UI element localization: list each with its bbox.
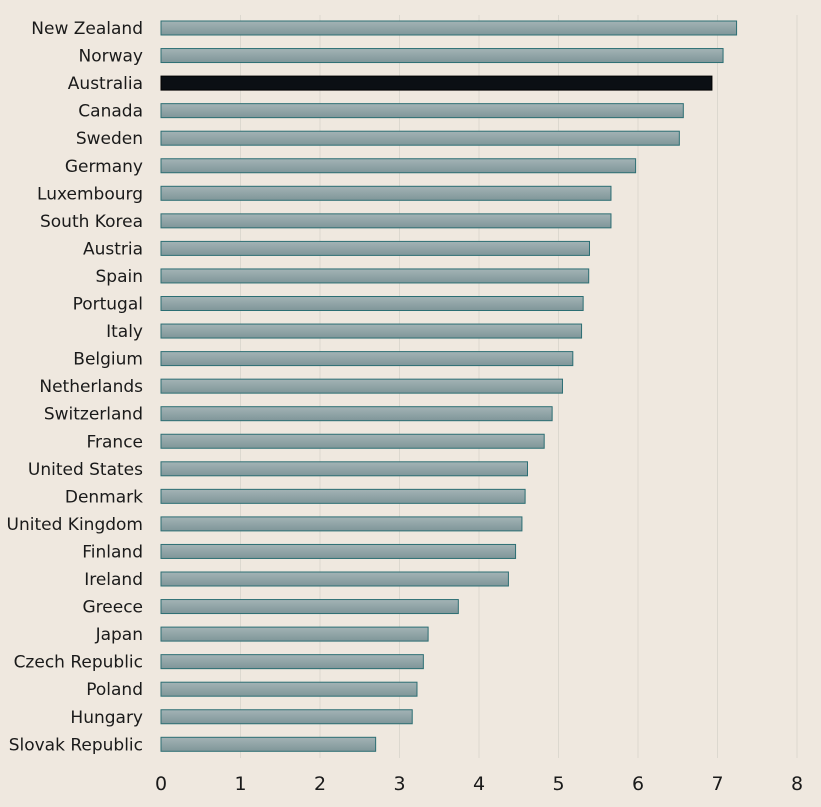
- category-label-ireland: Ireland: [84, 570, 143, 590]
- bar-belgium: [160, 351, 574, 367]
- bar-denmark: [160, 488, 526, 504]
- category-label-japan: Japan: [95, 625, 143, 645]
- bar-portugal: [160, 296, 584, 311]
- category-label-france: France: [86, 432, 143, 452]
- category-label-sweden: Sweden: [76, 129, 143, 149]
- category-label-portugal: Portugal: [73, 295, 143, 315]
- category-label-belgium: Belgium: [73, 350, 143, 370]
- category-labels: New Zealand Norway Australia Canada Sweden Ge…: [7, 19, 144, 755]
- category-label-slovak-republic: Slovak Republic: [9, 735, 143, 755]
- category-label-italy: Italy: [106, 322, 143, 342]
- category-label-hungary: Hungary: [70, 708, 143, 728]
- bars: [160, 20, 738, 752]
- bar-norway: [160, 48, 724, 64]
- x-axis-tick-labels: 0 1 2 3 4 5 6 7 8: [155, 773, 803, 795]
- category-label-poland: Poland: [86, 680, 143, 700]
- category-label-australia: Australia: [68, 74, 143, 94]
- category-label-greece: Greece: [82, 598, 143, 618]
- category-label-switzerland: Switzerland: [44, 405, 143, 425]
- x-tick-label-4: 4: [473, 773, 485, 795]
- bar-slovak-republic: [160, 736, 377, 752]
- bar-united-kingdom: [160, 516, 523, 532]
- category-label-united-kingdom: United Kingdom: [7, 515, 143, 535]
- bar-luxembourg: [160, 185, 612, 201]
- category-label-netherlands: Netherlands: [39, 377, 143, 397]
- category-label-spain: Spain: [96, 267, 144, 287]
- bar-south-korea: [160, 213, 612, 229]
- category-label-norway: Norway: [79, 47, 144, 67]
- bar-canada: [160, 103, 684, 119]
- x-tick-label-0: 0: [155, 773, 167, 795]
- bar-germany: [160, 158, 637, 174]
- x-tick-label-2: 2: [314, 773, 326, 795]
- bar-sweden: [160, 130, 680, 146]
- bar-poland: [160, 681, 418, 697]
- bar-czech-republic: [160, 654, 424, 670]
- category-label-south-korea: South Korea: [40, 212, 143, 232]
- category-label-austria: Austria: [83, 239, 143, 259]
- x-tick-label-6: 6: [632, 773, 644, 795]
- bar-spain: [160, 268, 590, 284]
- x-tick-label-7: 7: [711, 773, 723, 795]
- bar-greece: [160, 599, 459, 615]
- x-tick-label-1: 1: [234, 773, 246, 795]
- bar-australia: [160, 75, 713, 91]
- bar-austria: [160, 240, 591, 256]
- bar-netherlands: [160, 378, 563, 394]
- bar-france: [160, 433, 545, 449]
- bar-ireland: [160, 571, 509, 587]
- category-label-czech-republic: Czech Republic: [14, 653, 143, 673]
- category-label-canada: Canada: [78, 102, 143, 122]
- category-label-germany: Germany: [65, 157, 143, 177]
- x-tick-label-5: 5: [552, 773, 564, 795]
- category-label-denmark: Denmark: [65, 487, 143, 507]
- bar-italy: [160, 323, 583, 339]
- category-label-finland: Finland: [82, 542, 143, 562]
- category-label-united-states: United States: [28, 460, 143, 480]
- category-label-new-zealand: New Zealand: [31, 19, 143, 39]
- bar-hungary: [160, 709, 413, 725]
- bar-united-states: [160, 461, 528, 477]
- bar-japan: [160, 626, 429, 642]
- bar-switzerland: [160, 406, 553, 422]
- category-label-luxembourg: Luxembourg: [37, 184, 143, 204]
- bar-finland: [160, 543, 517, 559]
- bar-new-zealand: [160, 20, 738, 36]
- x-tick-label-8: 8: [791, 773, 803, 795]
- x-tick-label-3: 3: [393, 773, 405, 795]
